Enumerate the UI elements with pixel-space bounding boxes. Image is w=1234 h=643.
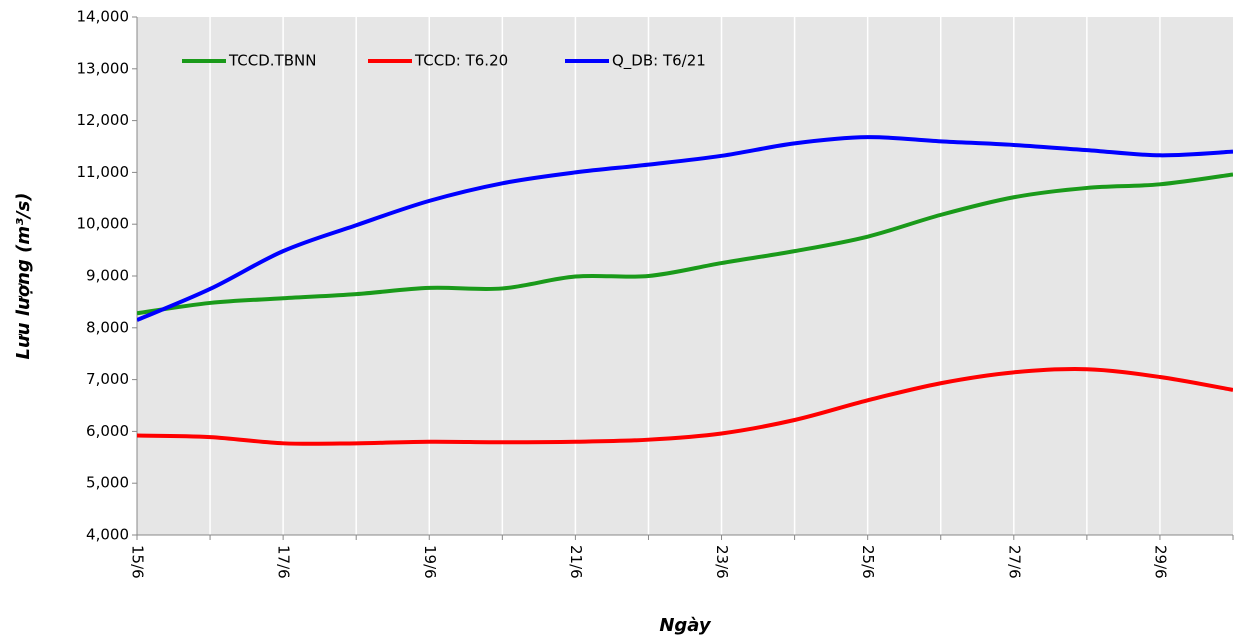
x-tick-label: 25/6	[859, 545, 877, 579]
y-tick-label: 14,000	[77, 8, 130, 26]
x-tick-label: 21/6	[567, 545, 585, 579]
legend-label: TCCD.TBNN	[228, 52, 316, 70]
legend-label: Q_DB: T6/21	[612, 52, 706, 71]
y-tick-label: 12,000	[77, 111, 130, 129]
x-axis-title: Ngày	[659, 615, 712, 636]
y-tick-label: 5,000	[86, 474, 129, 492]
x-tick-label: 15/6	[129, 545, 147, 579]
y-tick-label: 9,000	[86, 267, 129, 285]
plot-area	[137, 17, 1233, 535]
x-tick-label: 19/6	[421, 545, 439, 579]
y-tick-label: 13,000	[77, 59, 130, 77]
y-axis-title: Lưu lượng (m³/s)	[13, 192, 34, 359]
legend-label: TCCD: T6.20	[414, 52, 508, 70]
x-tick-label: 27/6	[1005, 545, 1023, 579]
y-tick-label: 11,000	[77, 163, 130, 181]
y-tick-label: 6,000	[86, 422, 129, 440]
line	[137, 135, 1233, 322]
y-tick-label: 8,000	[86, 318, 129, 336]
y-tick-label: 7,000	[86, 370, 129, 388]
line	[137, 367, 1233, 446]
x-tick-label: 29/6	[1151, 545, 1169, 579]
line	[137, 172, 1233, 316]
x-tick-label: 17/6	[275, 545, 293, 579]
y-tick-label: 10,000	[77, 215, 130, 233]
y-tick-label: 4,000	[86, 526, 129, 544]
x-tick-label: 23/6	[713, 545, 731, 579]
